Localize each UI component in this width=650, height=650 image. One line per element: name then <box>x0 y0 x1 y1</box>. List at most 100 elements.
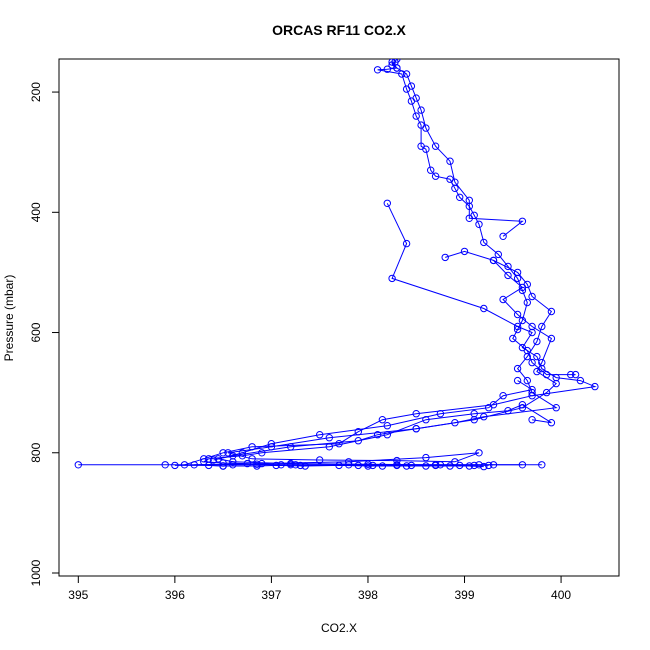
data-point <box>475 449 483 457</box>
data-point <box>229 461 237 469</box>
data-point <box>465 214 473 223</box>
x-tick-label: 395 <box>68 588 88 602</box>
data-point <box>523 376 531 385</box>
data-point <box>513 310 522 319</box>
data-point <box>345 461 353 469</box>
data-point <box>504 407 512 415</box>
x-tick-label: 398 <box>358 588 378 602</box>
data-series-5 <box>190 256 560 470</box>
data-point <box>267 440 276 448</box>
data-point <box>547 307 556 316</box>
data-point <box>407 82 416 90</box>
data-point <box>528 292 536 301</box>
data-point <box>504 271 512 280</box>
data-point <box>431 142 440 150</box>
data-point <box>412 410 420 418</box>
data-point <box>373 66 382 74</box>
data-point <box>513 364 522 373</box>
data-point <box>480 462 488 471</box>
data-point <box>552 379 560 388</box>
data-point <box>499 295 507 304</box>
data-point <box>417 106 425 114</box>
data-point <box>547 334 556 343</box>
data-point <box>446 157 454 165</box>
data-point <box>378 462 387 470</box>
data-point <box>422 416 430 424</box>
data-point <box>518 283 527 292</box>
data-point <box>489 256 498 265</box>
y-tick-label: 400 <box>29 202 43 222</box>
data-point <box>533 367 541 376</box>
data-point <box>518 343 527 352</box>
data-point <box>393 456 401 465</box>
data-point <box>528 416 536 424</box>
data-point <box>301 462 309 470</box>
data-point <box>470 461 478 470</box>
data-point <box>402 239 411 248</box>
data-point <box>518 461 527 469</box>
data-point <box>528 385 536 394</box>
data-point <box>475 461 483 469</box>
data-point <box>480 238 488 247</box>
data-point <box>412 94 420 102</box>
data-point <box>441 253 449 262</box>
data-point <box>373 431 382 439</box>
data-point <box>383 422 391 430</box>
data-point <box>219 462 227 470</box>
data-point <box>528 358 536 367</box>
data-point <box>209 456 218 464</box>
data-point <box>354 437 362 445</box>
series-line <box>184 203 597 466</box>
y-tick-label: 600 <box>29 322 43 342</box>
y-axis-label: Pressure (mbar) <box>2 275 16 362</box>
data-point <box>393 59 401 63</box>
data-point <box>161 461 169 469</box>
x-axis-label: CO2.X <box>321 621 357 635</box>
data-point <box>422 453 430 462</box>
data-point <box>74 461 83 469</box>
y-tick-label: 1000 <box>29 559 43 586</box>
y-tick-label: 200 <box>29 82 43 102</box>
data-point <box>465 196 473 205</box>
data-point <box>402 462 411 470</box>
data-point <box>538 358 546 367</box>
data-point <box>205 461 213 470</box>
x-tick-label: 397 <box>261 588 281 602</box>
data-point <box>243 459 252 468</box>
data-point <box>214 455 223 463</box>
data-point <box>258 449 266 457</box>
data-point <box>253 462 261 470</box>
data-point <box>383 65 391 73</box>
data-series-4 <box>209 247 560 464</box>
data-point <box>431 172 440 180</box>
plot-frame <box>58 58 620 577</box>
data-point <box>378 416 387 424</box>
data-point <box>547 419 556 427</box>
data-point <box>422 145 430 153</box>
data-point <box>422 462 430 470</box>
data-point <box>325 434 333 442</box>
data-point <box>494 250 502 259</box>
series-line <box>213 250 558 461</box>
data-point <box>393 64 401 72</box>
data-point <box>499 392 507 400</box>
data-point <box>287 461 295 469</box>
data-point <box>523 298 531 307</box>
data-point <box>552 404 560 412</box>
x-axis: 395 396 397 398 399 400 <box>68 575 571 602</box>
data-point <box>272 461 280 470</box>
data-series-9 <box>171 461 488 471</box>
data-point <box>383 199 391 208</box>
data-series-3 <box>388 59 527 241</box>
data-point <box>393 461 401 469</box>
data-point <box>431 461 440 470</box>
data-point <box>538 322 546 331</box>
data-point <box>402 70 411 78</box>
data-point <box>422 124 430 132</box>
data-series-1 <box>373 59 580 379</box>
data-point <box>571 370 580 379</box>
data-point <box>436 461 445 469</box>
data-point <box>567 370 575 379</box>
data-point <box>465 462 473 470</box>
